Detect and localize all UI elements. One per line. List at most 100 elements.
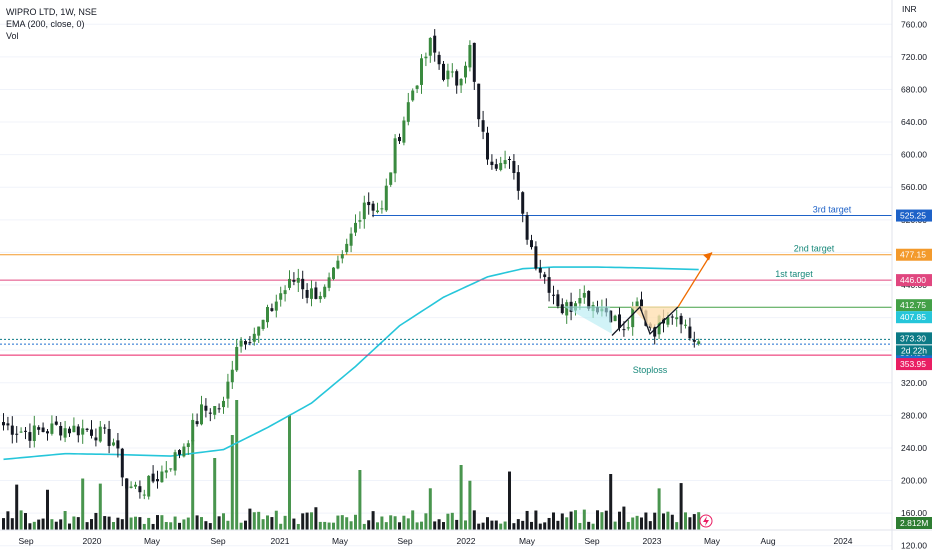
volume-bar: [622, 506, 626, 530]
pattern-drawings: 3rd target 2nd target 1st target Stoploss: [563, 205, 852, 375]
volume-bar: [543, 522, 547, 530]
price-badge-label: 353.95: [900, 359, 926, 369]
candle: [697, 341, 701, 344]
candle: [481, 120, 485, 132]
candle: [477, 83, 481, 120]
volume-bar: [499, 523, 503, 530]
candle: [182, 446, 186, 457]
candle: [464, 65, 467, 78]
volume-bar: [596, 510, 599, 530]
volume-bar: [574, 510, 577, 530]
volume-bar: [644, 512, 648, 530]
volume-bar: [19, 510, 23, 530]
candle: [653, 326, 657, 337]
x-tick-label: May: [332, 536, 349, 546]
volume-bar: [565, 517, 569, 530]
candle: [169, 468, 173, 470]
x-tick-label: May: [144, 536, 161, 546]
candle: [244, 341, 247, 345]
volume-bar: [204, 521, 208, 530]
candle: [675, 317, 679, 320]
volume-bar: [345, 517, 349, 530]
candle: [257, 326, 261, 336]
volume-bar: [266, 515, 269, 530]
annotation-1st-target: 1st target: [775, 269, 813, 279]
volume-bar: [635, 515, 639, 530]
volume-bar: [446, 513, 450, 530]
candle: [151, 473, 155, 482]
volume-bar: [569, 511, 573, 530]
candle: [666, 317, 670, 325]
volume-bar: [640, 517, 643, 530]
y-tick-label: 680.00: [901, 84, 927, 94]
candle: [552, 294, 555, 296]
volume-bar: [252, 512, 256, 530]
candle: [631, 307, 635, 328]
currency-label: INR: [902, 4, 917, 14]
candle: [164, 470, 168, 473]
grid: [0, 23, 892, 547]
volume-bar: [94, 512, 98, 530]
candle: [94, 437, 98, 441]
candle: [41, 427, 45, 433]
candle: [261, 319, 265, 329]
candle: [15, 433, 19, 435]
volume-bar: [609, 474, 613, 530]
x-tick-label: Sep: [18, 536, 33, 546]
candle: [85, 428, 89, 430]
volume-bar: [129, 517, 133, 530]
candle: [688, 326, 692, 339]
volume-bar: [670, 514, 674, 530]
candle: [635, 301, 639, 310]
candle: [494, 164, 498, 169]
candle: [274, 301, 278, 311]
volume-bar: [486, 517, 489, 530]
volume-bar: [494, 520, 498, 530]
candle: [626, 327, 630, 329]
candle: [266, 306, 269, 323]
price-badge: [896, 311, 932, 324]
price-badge: [896, 209, 932, 222]
candle: [582, 292, 586, 298]
volume-bar: [54, 521, 58, 530]
candle: [222, 400, 225, 408]
candle: [670, 316, 674, 318]
candle: [560, 304, 564, 314]
x-tick-label: 2020: [83, 536, 102, 546]
volume-bar: [270, 517, 274, 530]
candle: [191, 419, 195, 442]
symbol-title[interactable]: WIPRO LTD, 1W, NSE: [6, 7, 97, 17]
candle: [424, 56, 428, 59]
price-badge: [896, 248, 932, 261]
candle: [72, 425, 76, 433]
candle: [565, 302, 569, 316]
y-tick-label: 200.00: [901, 476, 927, 486]
candle: [512, 161, 516, 173]
candle: [76, 426, 80, 436]
volume-indicator-label[interactable]: Vol: [6, 31, 19, 41]
volume-bar: [164, 521, 168, 530]
volume-bar: [578, 522, 582, 530]
volume-bar: [618, 511, 621, 530]
candle: [411, 90, 415, 101]
volume-bar: [367, 520, 371, 530]
volume-bar: [222, 513, 225, 530]
volume-bar: [191, 440, 195, 530]
volume-bar: [560, 513, 564, 530]
volume-bar: [675, 522, 679, 530]
volume-bar: [516, 519, 520, 530]
volume-bar: [239, 522, 243, 530]
ema-indicator-label[interactable]: EMA (200, close, 0): [6, 19, 85, 29]
volume-bar: [362, 523, 366, 530]
candle: [318, 296, 322, 300]
candle: [428, 37, 432, 56]
volume-bar: [450, 512, 454, 530]
candle: [380, 208, 384, 210]
volume-bar: [301, 513, 305, 530]
volume-bar: [85, 522, 89, 530]
candle: [32, 425, 36, 441]
candle: [459, 78, 463, 86]
volume-bar: [2, 518, 5, 530]
volume-bar: [195, 515, 199, 530]
